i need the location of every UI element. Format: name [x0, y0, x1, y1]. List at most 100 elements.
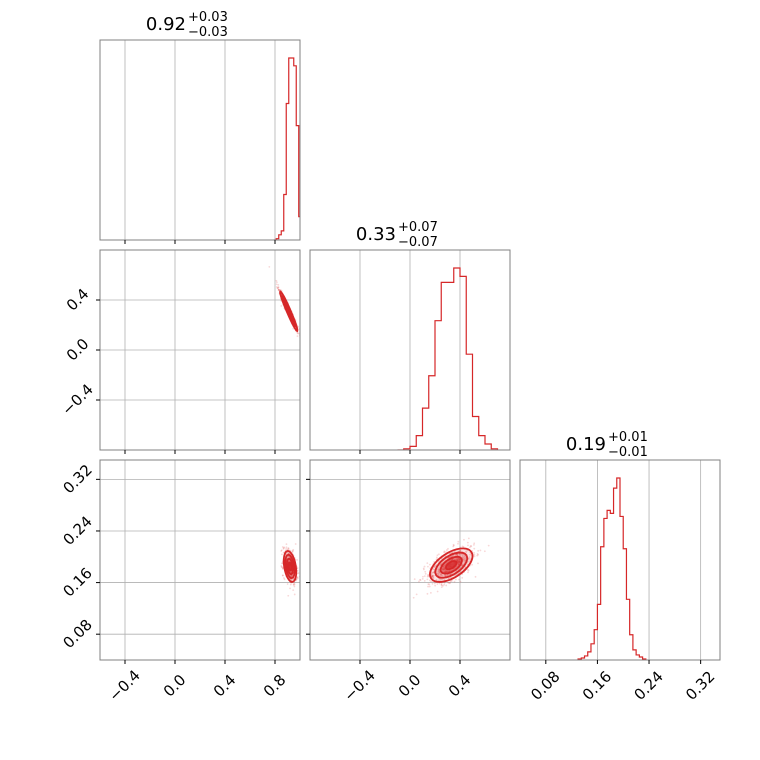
scatter-point	[453, 550, 456, 553]
scatter-point	[424, 572, 427, 575]
x-tick-label: 0.4	[210, 671, 240, 701]
scatter-point	[293, 585, 296, 588]
panel-title: 0.19 +0.01−0.01	[566, 430, 648, 460]
scatter-point	[458, 578, 460, 581]
scatter-point	[441, 584, 444, 587]
x-tick-label: 0.24	[631, 667, 667, 703]
scatter-point	[419, 578, 421, 581]
scatter-point	[449, 580, 452, 583]
scatter-point	[443, 566, 446, 569]
scatter-point	[461, 576, 464, 579]
scatter-point	[458, 558, 461, 561]
scatter-point	[281, 546, 284, 548]
scatter-point	[445, 549, 448, 551]
scatter-point	[280, 565, 283, 568]
scatter-point	[428, 583, 431, 586]
panel-title: 0.92 +0.03−0.03	[146, 10, 228, 40]
scatter-point	[447, 582, 450, 584]
scatter-point	[283, 578, 286, 581]
scatter-point	[445, 570, 448, 573]
scatter-point	[464, 560, 466, 563]
panel-plot-area	[100, 250, 300, 450]
panel-plot-area	[310, 460, 510, 660]
scatter-point	[447, 577, 450, 580]
scatter-point	[450, 558, 453, 561]
scatter-point	[434, 564, 436, 567]
scatter-point	[458, 560, 461, 563]
scatter-point	[437, 568, 440, 571]
scatter-point	[470, 545, 473, 548]
scatter-point	[462, 545, 465, 548]
scatter-point	[441, 568, 444, 571]
scatter-point	[458, 560, 461, 563]
scatter-point	[442, 567, 444, 570]
scatter-point	[440, 583, 443, 586]
scatter-point	[290, 575, 293, 577]
scatter-point	[455, 553, 458, 556]
scatter-point	[440, 582, 443, 585]
panel-r2-c0: 0.08 0.16 0.24 0.32 −0.4 0.0 0.4 0.8	[59, 459, 301, 705]
scatter-point	[467, 537, 470, 540]
scatter-point	[292, 584, 295, 586]
scatter-point	[412, 596, 415, 599]
scatter-point	[446, 573, 449, 576]
scatter-point	[432, 574, 435, 577]
scatter-point	[462, 553, 465, 556]
scatter-point	[456, 553, 459, 556]
scatter-point	[431, 575, 434, 578]
y-tick-label: 0.0	[63, 335, 93, 365]
scatter-point	[443, 570, 446, 573]
scatter-point	[469, 546, 471, 549]
scatter-point	[464, 559, 467, 561]
scatter-point	[421, 578, 424, 580]
title-value: 0.19	[566, 434, 606, 455]
scatter-point	[296, 559, 298, 561]
scatter-point	[285, 543, 288, 546]
panel-frame	[99, 459, 301, 661]
scatter-point	[447, 570, 450, 573]
scatter-point	[427, 565, 429, 568]
scatter-point	[455, 578, 457, 581]
title-value: 0.33	[356, 224, 396, 245]
scatter-point	[456, 559, 458, 562]
scatter-point	[449, 573, 452, 576]
scatter-point	[445, 571, 448, 573]
scatter-point	[457, 557, 460, 560]
scatter-point	[457, 561, 459, 563]
scatter-point	[445, 574, 448, 577]
scatter-point	[292, 583, 295, 586]
scatter-point	[297, 332, 300, 335]
scatter-point	[439, 579, 442, 582]
title-plus: +0.03	[188, 10, 228, 25]
scatter-point	[433, 582, 436, 585]
scatter-point	[437, 570, 440, 573]
scatter-point	[277, 289, 280, 291]
y-tick-label: −0.4	[58, 380, 96, 418]
scatter-point	[476, 554, 479, 557]
scatter-point	[442, 568, 445, 571]
scatter-point	[461, 564, 463, 567]
x-tick-label: 0.8	[260, 671, 290, 701]
scatter-point	[292, 578, 295, 581]
scatter-point	[276, 287, 279, 290]
scatter-point	[283, 546, 286, 549]
scatter-point	[473, 555, 476, 558]
scatter-point	[290, 575, 293, 578]
scatter-point	[415, 593, 418, 596]
scatter-point	[281, 574, 284, 577]
scatter-point	[458, 561, 461, 564]
scatter-point	[457, 559, 459, 562]
scatter-point	[426, 574, 429, 576]
scatter-point	[431, 574, 434, 577]
scatter-point	[443, 550, 446, 553]
scatter-point	[458, 560, 461, 563]
scatter-point	[466, 541, 469, 544]
scatter-point	[428, 579, 431, 582]
scatter-point	[432, 571, 435, 574]
scatter-point	[457, 563, 460, 566]
scatter-point	[443, 551, 446, 554]
scatter-point	[450, 551, 453, 554]
scatter-point	[473, 544, 475, 546]
scatter-point	[437, 572, 440, 575]
scatter-point	[458, 561, 460, 563]
